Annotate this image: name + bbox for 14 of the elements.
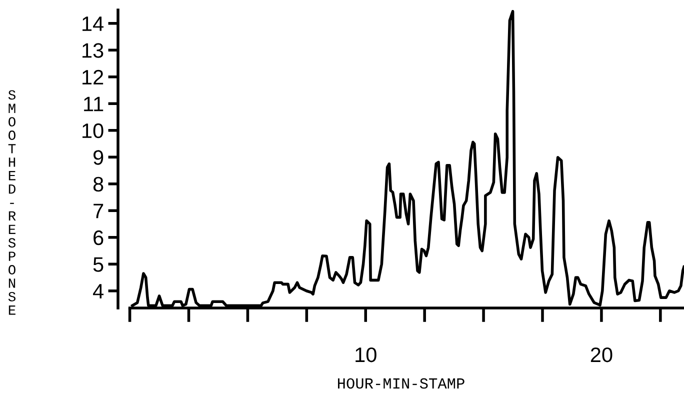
y-tick-label: 12 — [82, 70, 104, 84]
y-tick-label: 4 — [93, 284, 104, 298]
y-tick-label: 10 — [82, 123, 104, 138]
y-tick-label: 13 — [82, 43, 104, 58]
y-tick-label: 14 — [82, 16, 104, 31]
x-tick-label: 20 — [590, 347, 612, 362]
text: SMOOTHED-RESPONSE — [8, 90, 16, 315]
y-tick-label: 5 — [93, 257, 104, 272]
y-tick-label: 6 — [94, 230, 104, 246]
y-tick-label: 9 — [94, 150, 104, 165]
y-tick-label: 7 — [94, 204, 104, 218]
y-tick-label: 11 — [84, 96, 104, 112]
y-tick-label: 8 — [93, 176, 104, 192]
x-axis-title: HOUR-MIN-STAMP — [338, 378, 464, 389]
